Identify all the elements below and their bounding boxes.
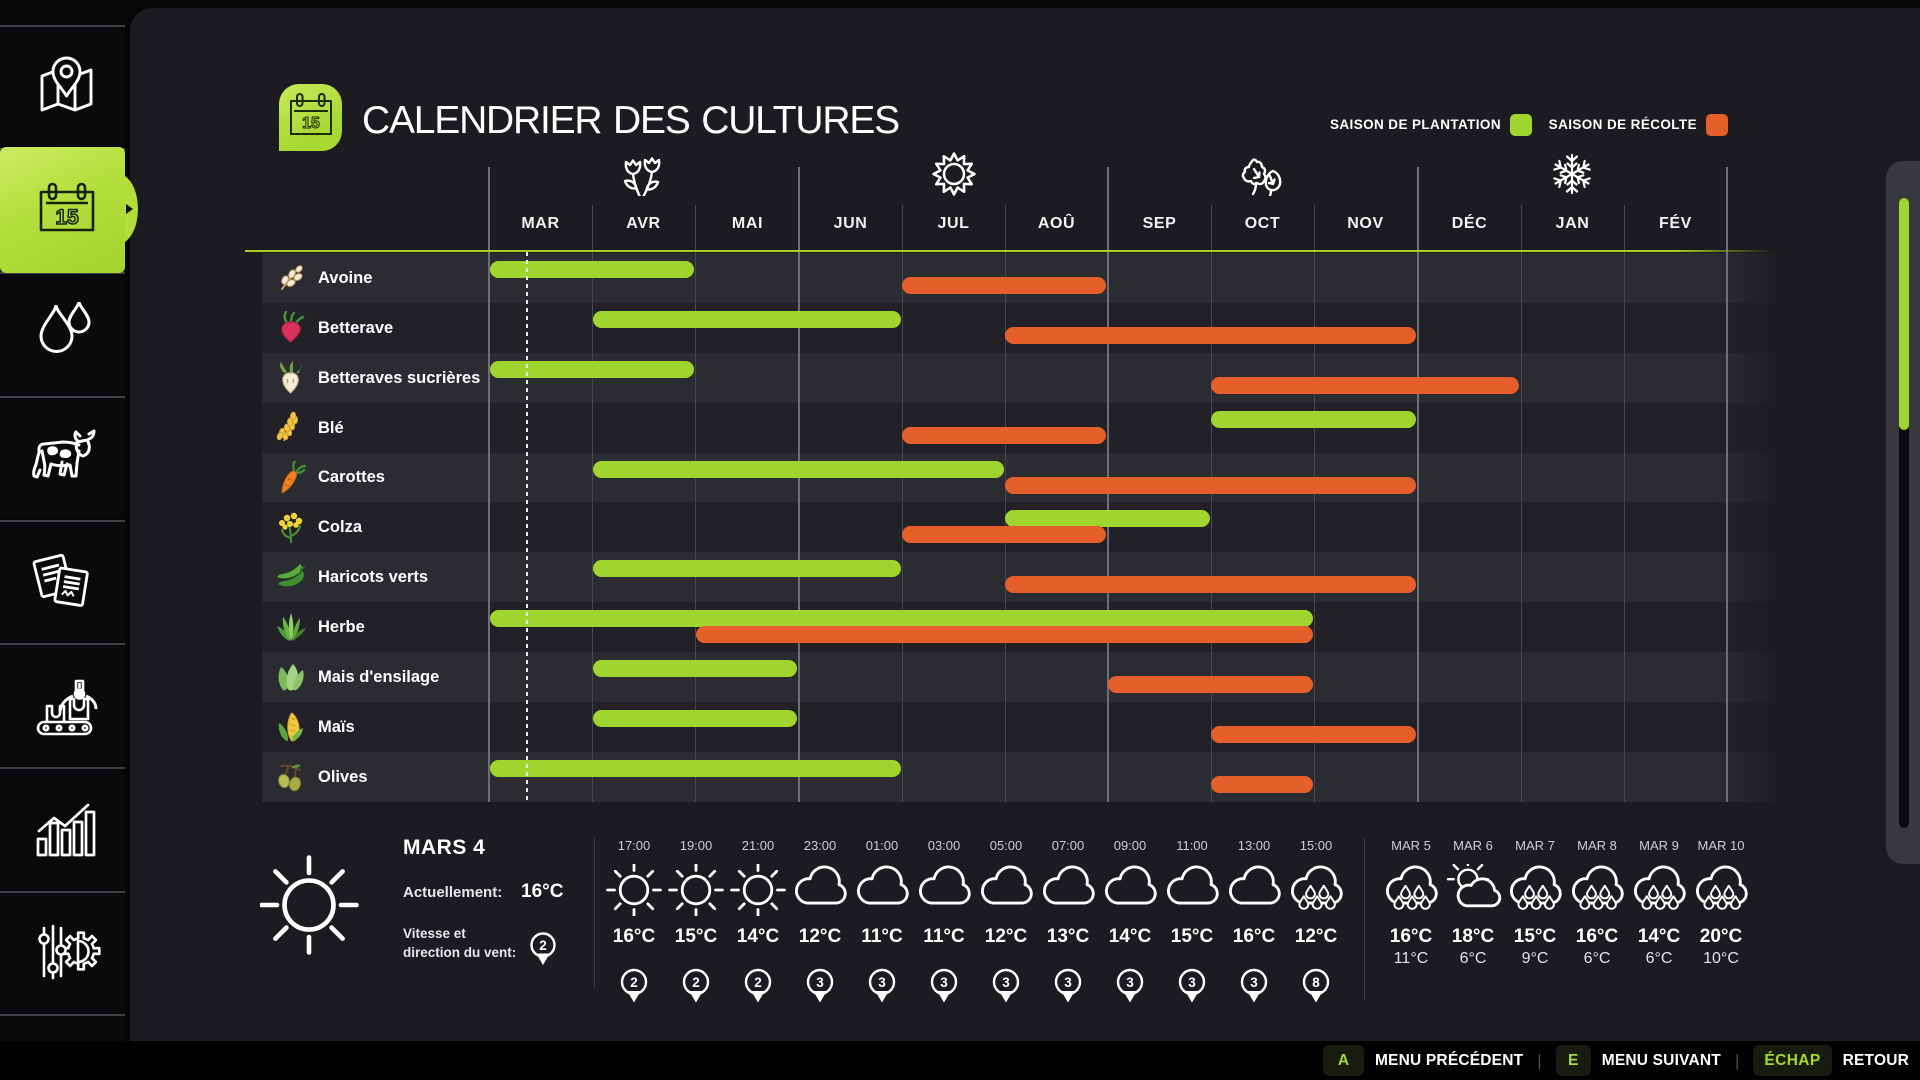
svg-text:3: 3 bbox=[1002, 975, 1010, 990]
svg-text:2: 2 bbox=[539, 938, 547, 953]
svg-text:15: 15 bbox=[302, 115, 320, 132]
svg-text:3: 3 bbox=[1126, 975, 1134, 990]
svg-text:3: 3 bbox=[1188, 975, 1196, 990]
svg-text:15: 15 bbox=[55, 206, 79, 229]
svg-text:3: 3 bbox=[1064, 975, 1072, 990]
svg-text:3: 3 bbox=[816, 975, 824, 990]
svg-text:3: 3 bbox=[1250, 975, 1258, 990]
svg-text:3: 3 bbox=[878, 975, 886, 990]
svg-text:2: 2 bbox=[630, 975, 638, 990]
svg-text:2: 2 bbox=[754, 975, 762, 990]
svg-text:8: 8 bbox=[1312, 975, 1320, 990]
svg-text:2: 2 bbox=[692, 975, 700, 990]
svg-text:3: 3 bbox=[940, 975, 948, 990]
